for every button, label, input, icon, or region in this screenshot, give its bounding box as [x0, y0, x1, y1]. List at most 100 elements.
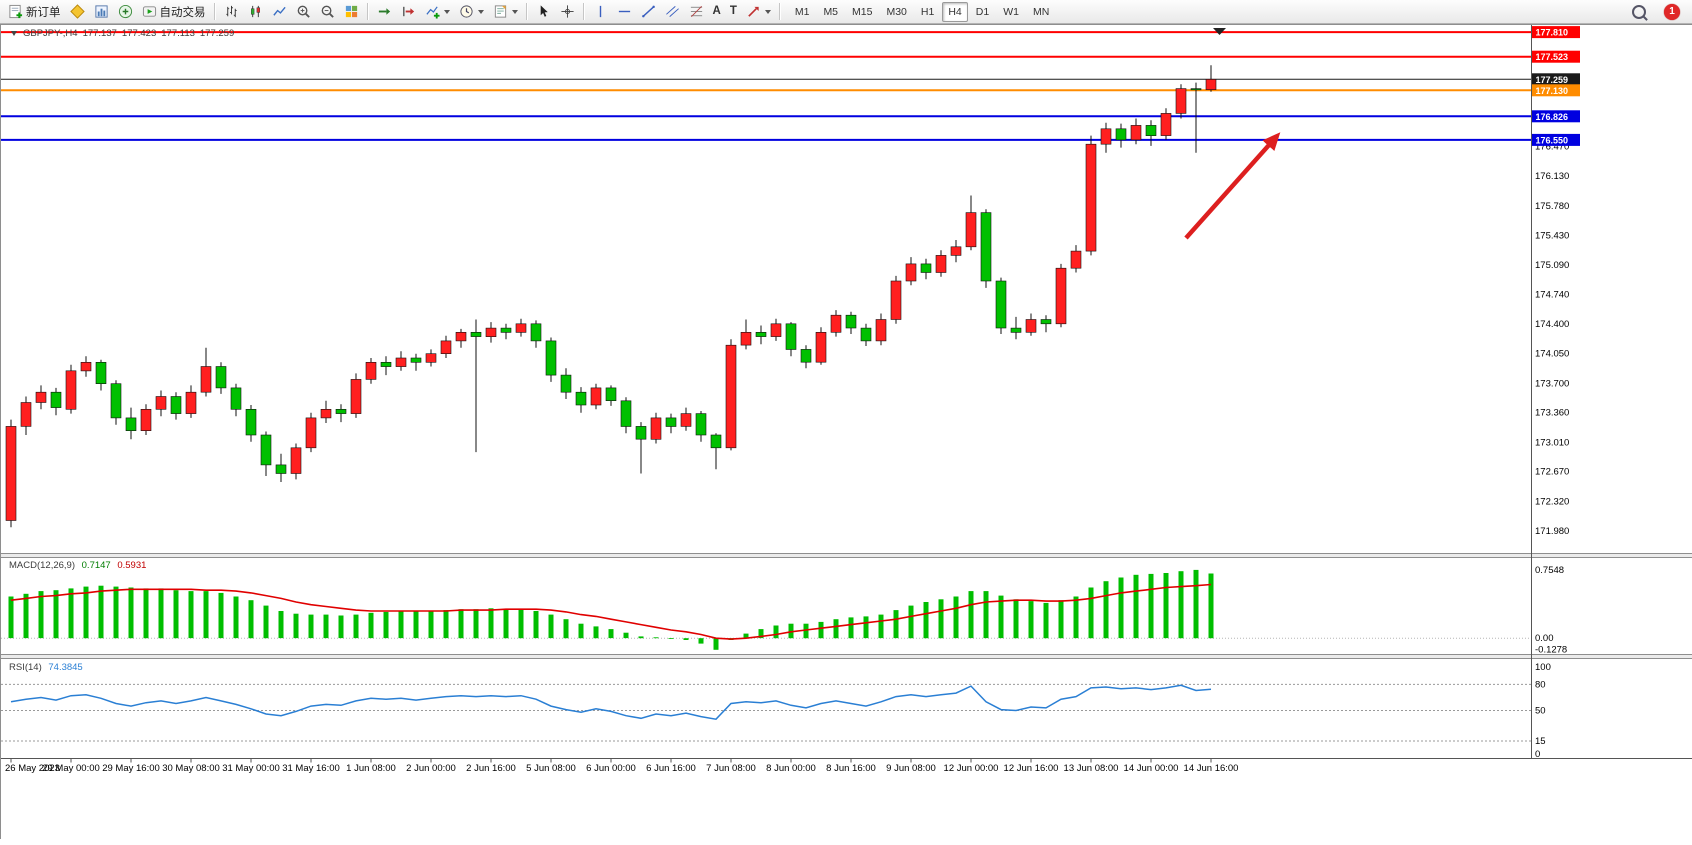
chart-shift-icon: [402, 6, 414, 17]
svg-text:172.320: 172.320: [1535, 497, 1569, 508]
auto-scroll-button[interactable]: [373, 1, 396, 23]
bar-chart-button[interactable]: [220, 1, 243, 23]
svg-text:29 May 16:00: 29 May 16:00: [102, 763, 160, 774]
svg-text:-0.1278: -0.1278: [1535, 645, 1567, 656]
crosshair-button[interactable]: [556, 1, 579, 23]
svg-text:8 Jun 16:00: 8 Jun 16:00: [826, 763, 876, 774]
new-order-icon: [9, 4, 23, 19]
candlestick-chart-button[interactable]: [244, 1, 267, 23]
periods-button[interactable]: [455, 1, 488, 23]
text-tool-button[interactable]: A: [709, 1, 725, 23]
toolbar-right-section: 1: [1628, 1, 1688, 23]
fibonacci-icon: [690, 6, 702, 17]
new-order-label: 新订单: [26, 6, 61, 19]
chevron-down-icon: [764, 9, 771, 14]
cursor-button[interactable]: [532, 1, 555, 23]
timeframe-w1-button[interactable]: W1: [1003, 5, 1019, 18]
timeframe-d1-button[interactable]: D1: [975, 5, 990, 18]
templates-button[interactable]: [489, 1, 522, 23]
timeframe-m1-button[interactable]: M1: [794, 5, 810, 18]
arrows-tool-button[interactable]: [742, 1, 775, 23]
svg-text:174.050: 174.050: [1535, 349, 1569, 360]
svg-text:2 Jun 00:00: 2 Jun 00:00: [406, 763, 456, 774]
svg-text:31 May 00:00: 31 May 00:00: [222, 763, 280, 774]
svg-text:174.740: 174.740: [1535, 290, 1569, 301]
svg-text:50: 50: [1535, 706, 1546, 717]
toolbar-separator: [778, 3, 781, 20]
main-toolbar: 新订单 自动交易: [0, 0, 1692, 24]
navigator-button[interactable]: [114, 1, 137, 23]
market-watch-button[interactable]: [90, 1, 113, 23]
svg-text:173.700: 173.700: [1535, 379, 1569, 390]
svg-text:30 May 08:00: 30 May 08:00: [162, 763, 220, 774]
svg-text:14 Jun 00:00: 14 Jun 00:00: [1124, 763, 1179, 774]
timeframe-h4-button[interactable]: H4: [942, 1, 968, 22]
indicators-button[interactable]: [421, 1, 454, 23]
candlestick-chart-icon: [250, 5, 260, 18]
autotrading-icon: [142, 6, 156, 17]
svg-text:2 Jun 16:00: 2 Jun 16:00: [466, 763, 516, 774]
metaeditor-button[interactable]: [66, 1, 89, 23]
svg-text:171.980: 171.980: [1535, 526, 1569, 537]
trendline-icon: [641, 5, 655, 18]
search-button[interactable]: [1628, 1, 1650, 23]
svg-text:175.090: 175.090: [1535, 260, 1569, 271]
svg-text:175.780: 175.780: [1535, 201, 1569, 212]
svg-text:174.400: 174.400: [1535, 319, 1569, 330]
svg-text:0.7548: 0.7548: [1535, 565, 1564, 576]
svg-text:14 Jun 16:00: 14 Jun 16:00: [1184, 763, 1239, 774]
line-chart-icon: [272, 6, 286, 16]
crosshair-icon: [560, 5, 574, 18]
templates-icon: [494, 5, 506, 18]
svg-text:29 May 00:00: 29 May 00:00: [42, 763, 100, 774]
text-label-button[interactable]: T: [726, 1, 741, 23]
horizontal-line-icon: [618, 10, 630, 13]
svg-text:1 Jun 08:00: 1 Jun 08:00: [346, 763, 396, 774]
fibonacci-button[interactable]: [685, 1, 708, 23]
tile-windows-button[interactable]: [340, 1, 363, 23]
svg-text:15: 15: [1535, 736, 1546, 747]
cursor-icon: [540, 5, 548, 17]
periods-clock-icon: [459, 5, 473, 18]
svg-text:7 Jun 08:00: 7 Jun 08:00: [706, 763, 756, 774]
timeframe-mn-button[interactable]: MN: [1032, 5, 1050, 18]
arrow-tool-icon: [748, 6, 759, 17]
zoom-in-button[interactable]: [292, 1, 315, 23]
timeframe-m5-button[interactable]: M5: [823, 5, 839, 18]
new-order-button[interactable]: 新订单: [4, 1, 65, 23]
timeframe-bar: M1 M5 M15 M30 H1 H4 D1 W1 MN: [789, 1, 1055, 22]
zoom-out-button[interactable]: [316, 1, 339, 23]
svg-text:26 May 2023: 26 May 2023: [5, 763, 60, 774]
svg-text:0: 0: [1535, 749, 1540, 760]
svg-text:9 Jun 08:00: 9 Jun 08:00: [886, 763, 936, 774]
line-chart-button[interactable]: [268, 1, 291, 23]
search-icon: [1632, 4, 1646, 19]
chevron-down-icon: [443, 9, 450, 14]
zoom-out-icon: [321, 5, 334, 18]
svg-text:5 Jun 08:00: 5 Jun 08:00: [526, 763, 576, 774]
autotrading-button[interactable]: 自动交易: [138, 1, 210, 23]
svg-text:173.360: 173.360: [1535, 408, 1569, 419]
chevron-down-icon: [511, 9, 518, 14]
timeframe-m15-button[interactable]: M15: [852, 5, 873, 18]
svg-text:176.826: 176.826: [1536, 112, 1569, 122]
timeframe-m30-button[interactable]: M30: [886, 5, 907, 18]
equidistant-channel-button[interactable]: [661, 1, 684, 23]
horizontal-line-button[interactable]: [613, 1, 636, 23]
navigator-icon: [118, 4, 132, 19]
vertical-line-button[interactable]: [589, 1, 612, 23]
autotrading-label: 自动交易: [159, 6, 206, 19]
toolbar-separator: [213, 3, 216, 20]
svg-text:177.259: 177.259: [1536, 75, 1569, 85]
chart-canvas[interactable]: 26 May 2023 29 May 00:00 29 May 16:00 30 Ma…: [1, 25, 1692, 840]
notification-badge[interactable]: 1: [1664, 3, 1680, 20]
svg-text:176.550: 176.550: [1536, 135, 1569, 145]
chart-shift-button[interactable]: [397, 1, 420, 23]
market-watch-icon: [94, 5, 108, 18]
auto-scroll-icon: [378, 8, 390, 15]
indicators-icon: [425, 6, 440, 19]
trendline-button[interactable]: [637, 1, 660, 23]
timeframe-h1-button[interactable]: H1: [920, 5, 935, 18]
text-label-icon: T: [729, 5, 737, 17]
toolbar-separator: [525, 3, 528, 20]
